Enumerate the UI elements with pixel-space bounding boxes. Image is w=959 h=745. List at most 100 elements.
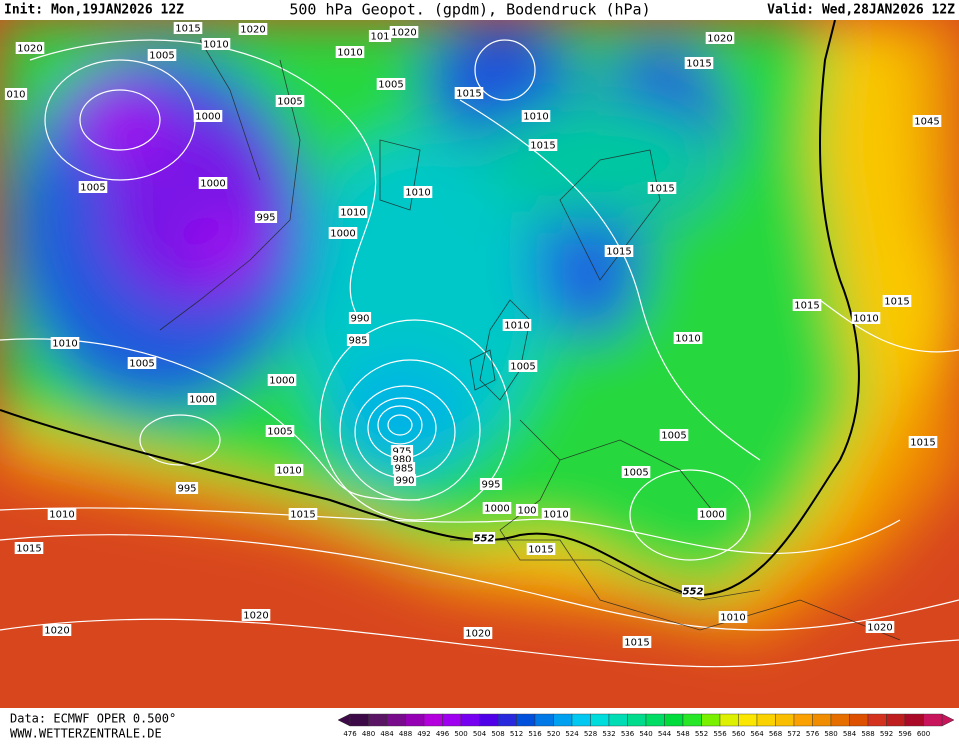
colorbar-label: 568 [769,730,782,738]
colorbar-swatch [719,713,739,727]
isobar-label-bg [47,508,77,520]
isobar-label: 1005 [378,80,403,91]
isobar-label-bg [42,624,72,636]
isobar-label: 1000 [189,395,214,406]
isobar-label: 1010 [543,510,568,521]
colorbar-swatch [793,713,813,727]
isobar-label: 552 [474,534,495,545]
isobar-label-bg [173,22,203,34]
isobar-label-bg [241,609,271,621]
colorbar-label: 528 [584,730,597,738]
isobar-label-bg [521,110,551,122]
isobar-label-bg [684,57,714,69]
isobar-label-bg [4,88,28,100]
colorbar-label: 548 [676,730,689,738]
isobar-label-bg [463,627,493,639]
colorbar-swatch [830,713,850,727]
colorbar-label: 492 [417,730,430,738]
colorbar-label: 576 [806,730,820,738]
isobar-label: 1005 [149,51,174,62]
colorbar-swatch [423,713,443,727]
isobar-label: 1015 [530,141,555,152]
isobar-label-bg [368,30,392,42]
isobar-label: 1010 [523,112,548,123]
isobar-label-bg [288,508,318,520]
isobar-label: 1010 [337,48,362,59]
colorbar-label: 532 [602,730,615,738]
colorbar-swatch [904,713,924,727]
isobar-label: 990 [350,314,369,325]
colorbar-label: 488 [399,730,412,738]
isobar-label-bg [193,110,223,122]
isobar-label-bg [254,211,278,223]
colorbar-swatch [756,713,776,727]
init-label: Init: Mon,19JAN2026 12Z [4,3,184,18]
colorbar-label: 584 [843,730,857,738]
isobar-label-bg [681,585,705,597]
colorbar-label: 544 [658,730,672,738]
isobar-label: 1010 [276,466,301,477]
isobar-label-bg [274,464,304,476]
isobar-label: 1005 [129,359,154,370]
isobar-label: 1015 [290,510,315,521]
isobar-label: 1010 [504,321,529,332]
isobar-label-bg [622,636,652,648]
isobar-label-bg [392,462,416,474]
isobar-label: 1000 [195,112,220,123]
colorbar-label: 556 [713,730,727,738]
isobar-label: 1020 [240,25,265,36]
colorbar-label: 588 [861,730,874,738]
isobar-label-bg [882,295,912,307]
header-bar [0,0,959,20]
isobar-label: 1020 [44,626,69,637]
isobar-label: 1000 [269,376,294,387]
isobar-label: 552 [683,587,704,598]
isobar-label-bg [50,337,80,349]
colorbar-label: 564 [750,730,764,738]
colorbar-swatch [645,713,665,727]
colorbar-label: 508 [491,730,504,738]
isobar-label: 1010 [405,188,430,199]
isobar-label: 1015 [528,545,553,556]
isobar-label: 1010 [853,314,878,325]
colorbar-label: 560 [732,730,745,738]
isobar-label-bg [502,319,532,331]
colorbar-swatch [479,713,499,727]
isobar-label: 995 [481,480,500,491]
isobar-label-bg [472,532,496,544]
site: WWW.WETTERZENTRALE.DE [10,727,162,741]
isobar-label-bg [78,181,108,193]
isobar-label: 1000 [330,229,355,240]
colorbar-label: 480 [362,730,375,738]
isobar-label-bg [526,543,556,555]
colorbar-label: 500 [454,730,467,738]
isobar-label: 985 [348,336,367,347]
isobar-label: 1005 [623,468,648,479]
colorbar-label: 520 [547,730,560,738]
colorbar-swatch [442,713,462,727]
isobar-label-bg [718,611,748,623]
colorbar-label: 496 [436,730,450,738]
isobar-label: 1020 [867,623,892,634]
isobar-label: 1005 [267,427,292,438]
colorbar-label: 572 [787,730,800,738]
colorbar-swatch [812,713,832,727]
colorbar-label: 552 [695,730,708,738]
isobar-label-bg [14,542,44,554]
isobar-label: 1015 [606,247,631,258]
isobar-label: 010 [6,90,25,101]
colorbar-label: 516 [528,730,542,738]
coastlines [159,39,901,641]
isobar-label-bg [528,139,558,151]
map-title: 500 hPa Geopot. (gpdm), Bodendruck (hPa) [289,1,650,19]
colorbar-swatch [738,713,758,727]
colorbar-swatch [571,713,591,727]
isobar-label-bg [508,360,538,372]
colorbar-swatch [923,713,943,727]
isobar-label: 1020 [17,44,42,55]
isobar-label-bg [265,425,295,437]
colorbar-label: 476 [343,730,357,738]
isobar-label: 1005 [277,97,302,108]
isobar-label: 1005 [510,362,535,373]
colorbar-swatch [867,713,887,727]
